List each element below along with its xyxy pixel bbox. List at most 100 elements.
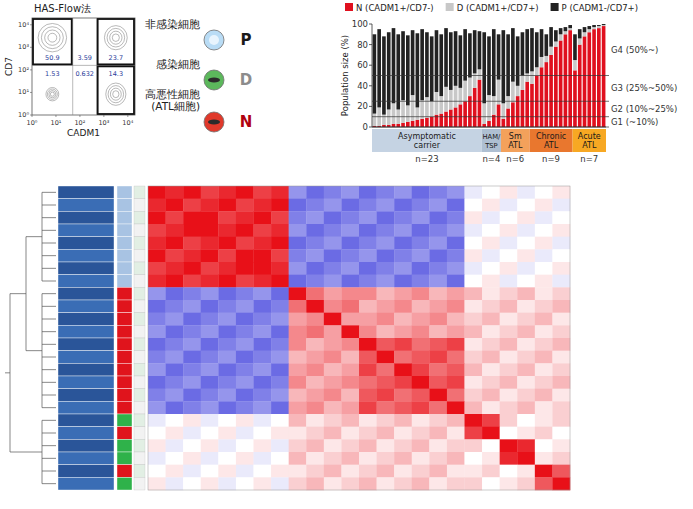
heat-cell	[377, 363, 395, 376]
bar-segment	[559, 40, 563, 127]
row-annotation	[117, 376, 132, 389]
tick-label: 80	[357, 40, 368, 50]
row-stripe	[134, 465, 145, 478]
bar-segment	[430, 36, 434, 101]
heat-cell	[465, 313, 483, 326]
heat-cell	[306, 224, 324, 237]
heat-cell	[289, 439, 307, 452]
heat-cell	[552, 376, 570, 389]
heat-cell	[289, 363, 307, 376]
cell-nucleus	[208, 78, 220, 83]
bar-segment	[411, 121, 415, 127]
heat-cell	[324, 414, 342, 427]
row-annotation	[117, 224, 132, 237]
bar-segment	[382, 115, 386, 125]
heat-cell	[148, 325, 166, 338]
heat-cell	[359, 186, 377, 199]
heat-cell	[236, 287, 254, 300]
heat-cell	[359, 199, 377, 212]
heat-cell	[429, 439, 447, 452]
heat-cell	[535, 427, 553, 440]
heat-cell	[324, 313, 342, 326]
dendrogram-line	[42, 458, 56, 459]
tick	[30, 69, 32, 70]
heat-cell	[359, 249, 377, 262]
heat-cell	[517, 325, 535, 338]
group-band	[482, 129, 501, 152]
bar-segment	[401, 123, 405, 127]
row-label-cell	[58, 313, 114, 326]
heat-cell	[482, 224, 500, 237]
heat-cell	[482, 325, 500, 338]
heat-cell	[183, 363, 201, 376]
heat-cell	[271, 275, 289, 288]
heat-cell	[359, 427, 377, 440]
bar-segment	[502, 119, 506, 127]
heat-cell	[429, 237, 447, 250]
contour	[46, 87, 59, 100]
heat-cell	[254, 313, 272, 326]
heat-cell	[289, 389, 307, 402]
band-line	[372, 116, 609, 117]
heat-cell	[394, 351, 412, 364]
dendrogram-line	[42, 230, 56, 231]
bar-segment	[387, 109, 391, 124]
heat-cell	[377, 465, 395, 478]
heat-cell	[394, 452, 412, 465]
heat-cell	[447, 351, 465, 364]
dendrogram-line	[26, 236, 42, 237]
heat-cell	[412, 224, 430, 237]
heat-cell	[201, 439, 219, 452]
heat-cell	[535, 199, 553, 212]
heat-cell	[359, 465, 377, 478]
row-annotation	[117, 325, 132, 338]
heat-cell	[254, 389, 272, 402]
heat-cell	[500, 465, 518, 478]
heat-cell	[218, 427, 236, 440]
bar-segment	[559, 28, 563, 34]
row-stripe	[134, 414, 145, 427]
contour	[50, 92, 54, 96]
heat-cell	[236, 389, 254, 402]
heat-cell	[218, 211, 236, 224]
heat-cell	[183, 427, 201, 440]
cell-icon	[204, 70, 224, 90]
heat-cell	[429, 465, 447, 478]
row-stripe	[134, 237, 145, 250]
heat-cell	[201, 325, 219, 338]
heat-cell	[552, 401, 570, 414]
heat-cell	[341, 427, 359, 440]
dendrogram-line	[42, 293, 56, 294]
row-stripe	[134, 313, 145, 326]
heat-cell	[218, 465, 236, 478]
heat-cell	[236, 338, 254, 351]
heat-cell	[377, 300, 395, 313]
bar-segment	[392, 103, 396, 124]
heat-cell	[183, 439, 201, 452]
heat-cell	[552, 313, 570, 326]
heat-cell	[341, 465, 359, 478]
heat-cell	[341, 186, 359, 199]
heat-cell	[254, 300, 272, 313]
contour	[112, 34, 119, 41]
heat-cell	[166, 376, 184, 389]
heat-cell	[201, 338, 219, 351]
bar-segment	[516, 36, 520, 85]
heat-cell	[377, 401, 395, 414]
heat-cell	[148, 211, 166, 224]
heat-cell	[166, 427, 184, 440]
heat-cell	[552, 287, 570, 300]
row-label-cell	[58, 338, 114, 351]
heat-cell	[429, 224, 447, 237]
heat-cell	[517, 401, 535, 414]
heat-cell	[183, 376, 201, 389]
heat-cell	[359, 414, 377, 427]
heat-cell	[324, 401, 342, 414]
heat-cell	[324, 439, 342, 452]
heat-cell	[324, 186, 342, 199]
heat-cell	[535, 414, 553, 427]
bar-segment	[420, 119, 424, 127]
heat-cell	[552, 275, 570, 288]
dendrogram-line	[42, 420, 56, 421]
tick	[32, 115, 33, 117]
